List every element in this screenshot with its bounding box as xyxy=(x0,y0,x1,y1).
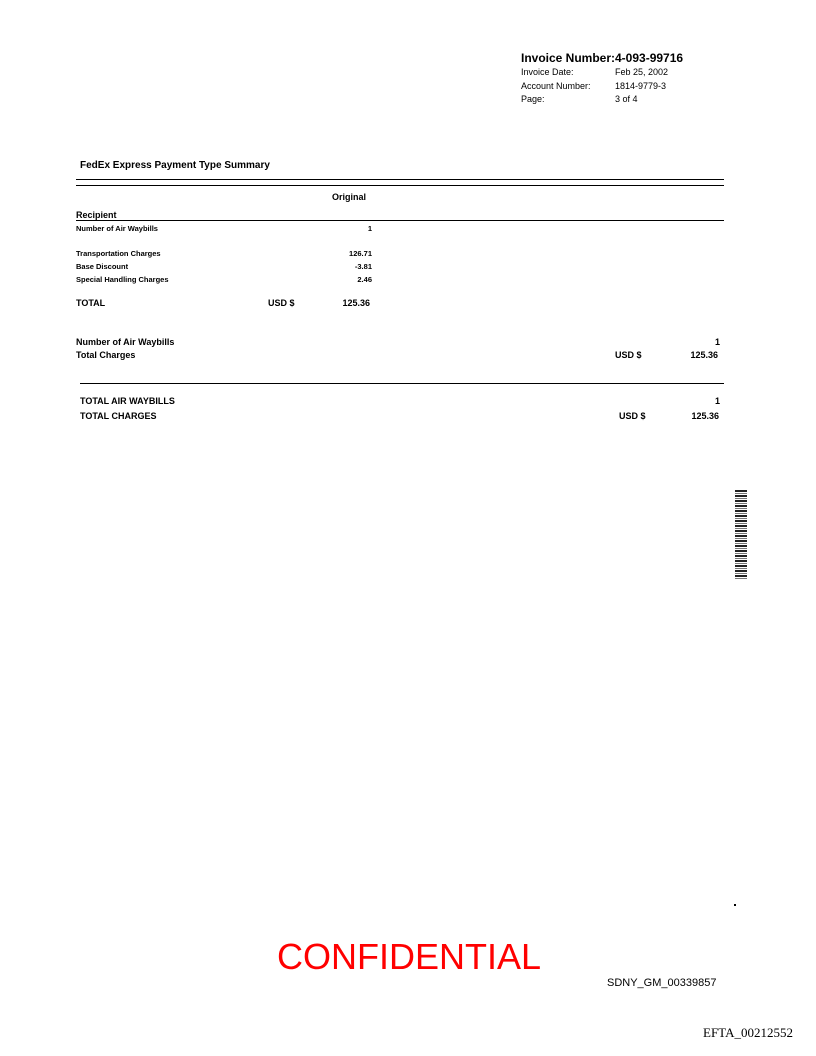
total-label: TOTAL xyxy=(76,298,106,308)
efta-number: EFTA_00212552 xyxy=(703,1025,793,1040)
row-label: Transportation Charges xyxy=(76,249,161,258)
account-number: 1814-9779-3 xyxy=(615,81,667,91)
total-currency: USD $ xyxy=(268,298,295,308)
row-label: Base Discount xyxy=(76,262,129,271)
invoice-date: Feb 25, 2002 xyxy=(615,67,669,77)
barcode xyxy=(735,490,747,580)
row-value: 2.46 xyxy=(357,275,372,284)
divider xyxy=(76,179,724,180)
subtotal-waybills: 1 xyxy=(714,337,720,347)
invoice-number-label: Invoice Number: xyxy=(521,51,616,65)
subtotal-waybills-label: Number of Air Waybills xyxy=(76,337,175,347)
row-value: 1 xyxy=(367,224,372,233)
total-value: 125.36 xyxy=(342,298,370,308)
dot xyxy=(734,904,736,906)
page-number: 3 of 4 xyxy=(615,94,638,104)
account-number-label: Account Number: xyxy=(521,81,591,91)
grand-waybills: 1 xyxy=(714,396,720,406)
page-label: Page: xyxy=(521,94,545,104)
divider xyxy=(76,185,724,186)
invoice-date-label: Invoice Date: xyxy=(521,67,574,77)
row-value: 126.71 xyxy=(349,249,372,258)
grand-charges-label: TOTAL CHARGES xyxy=(80,411,157,421)
grand-waybills-label: TOTAL AIR WAYBILLS xyxy=(80,396,175,406)
subtotal-charges-label: Total Charges xyxy=(76,350,136,360)
bates-number: SDNY_GM_00339857 xyxy=(607,977,717,989)
column-header-original: Original xyxy=(332,192,367,202)
subtotal-currency: USD $ xyxy=(615,350,642,360)
row-label: Number of Air Waybills xyxy=(76,224,158,233)
grand-charges: 125.36 xyxy=(691,411,719,421)
invoice-number: 4-093-99716 xyxy=(615,51,684,65)
row-value: -3.81 xyxy=(354,262,372,271)
grand-currency: USD $ xyxy=(619,411,646,421)
divider xyxy=(76,220,724,221)
subtotal-charges: 125.36 xyxy=(690,350,718,360)
group-recipient: Recipient xyxy=(76,210,117,220)
divider xyxy=(80,383,724,384)
section-title: FedEx Express Payment Type Summary xyxy=(80,160,270,171)
row-label: Special Handling Charges xyxy=(76,275,169,284)
confidential-stamp: CONFIDENTIAL xyxy=(277,936,542,977)
